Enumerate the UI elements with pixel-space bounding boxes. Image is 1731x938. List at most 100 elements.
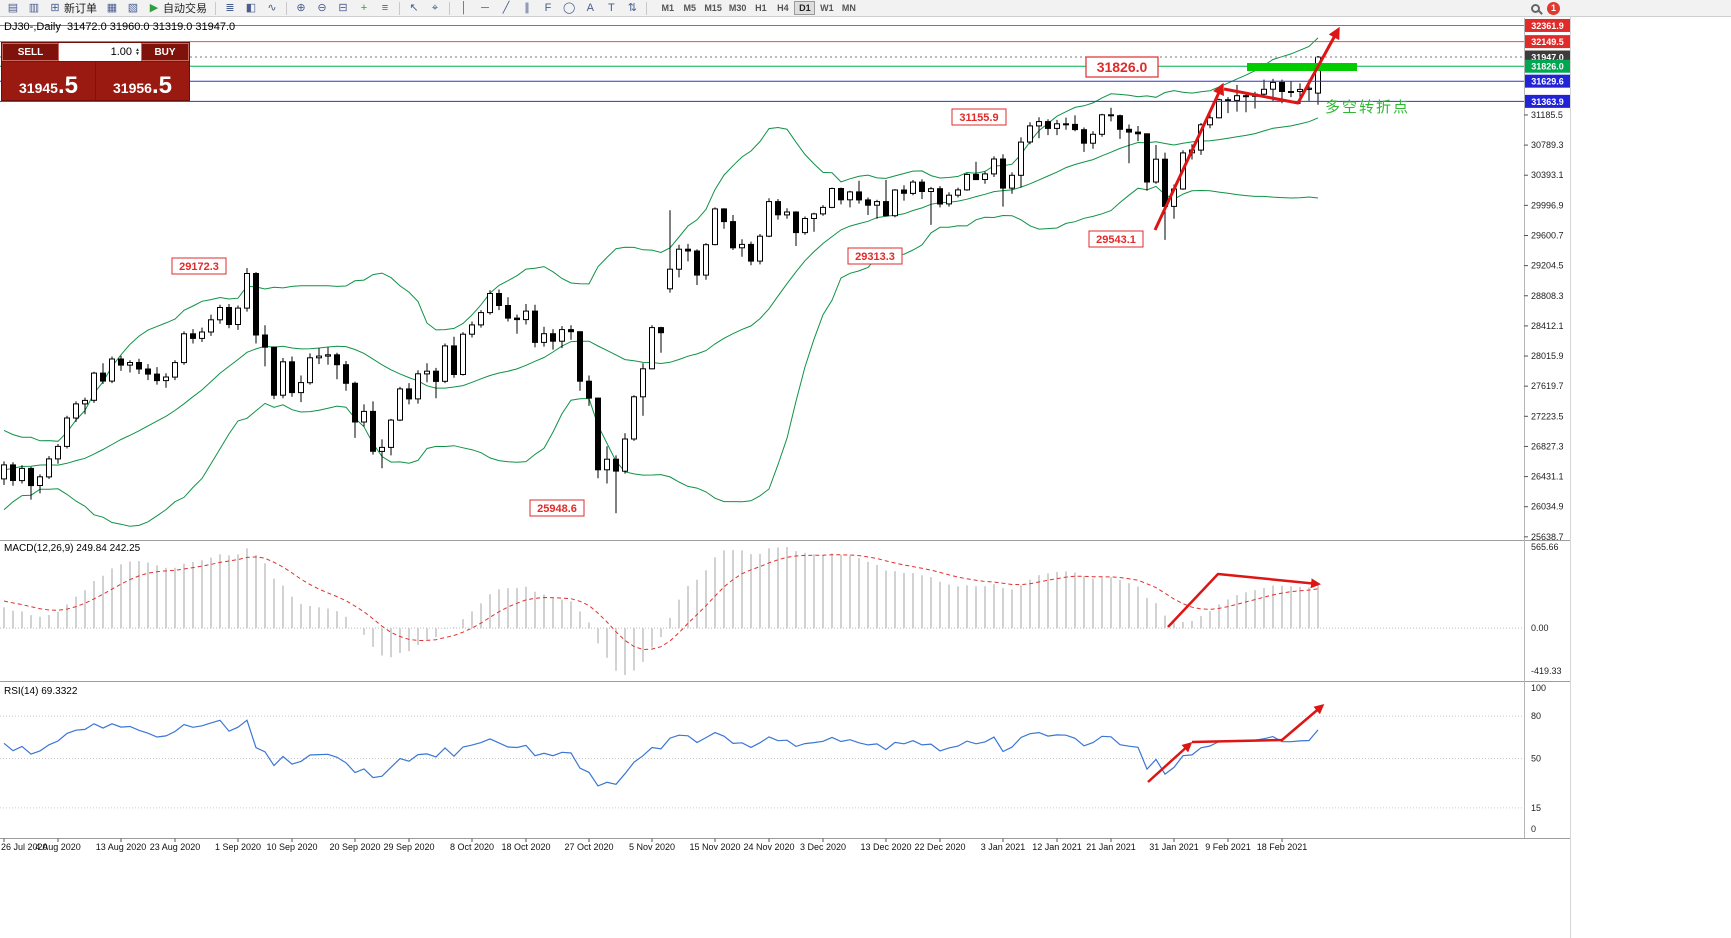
price-tag-box[interactable] [529,499,585,517]
new-order-button[interactable]: ⊞ 新订单 [45,1,101,16]
timeframe-m15-button[interactable]: M15 [704,3,722,13]
candlestick-chart-button[interactable]: ◧ [241,1,261,16]
macd-histogram-bar [723,550,725,629]
macd-histogram-bar [165,567,167,629]
candle-body [919,181,925,193]
price-tag-box[interactable] [847,247,903,265]
candle-body [325,354,331,357]
buy-button[interactable]: BUY [141,43,189,61]
level-label-box[interactable] [1085,56,1159,78]
candle-body [892,189,898,217]
data-window-button[interactable]: ▥ [24,1,44,16]
indicators-button[interactable]: + [354,1,374,16]
search-icon[interactable] [1531,3,1540,13]
timeframe-d1-button[interactable]: D1 [794,1,816,15]
timeframe-w1-button[interactable]: W1 [820,3,834,13]
autotrading-button[interactable]: ▶ 自动交易 [144,1,211,16]
price-tag-text: 29543.1 [1096,234,1136,246]
y-axis-tick-label: 30789.3 [1531,140,1564,150]
channel-button[interactable]: ∥ [517,1,537,16]
chart-canvas[interactable]: 31185.5 30789.3 30393.1 29996.9 29600.7 29204… [0,17,1731,938]
volume-down-icon[interactable]: ▼ [135,51,140,57]
trendline-button[interactable]: ╱ [496,1,516,16]
trend-arrow[interactable] [1167,572,1321,628]
macd-histogram-bar [993,584,995,629]
trend-arrow[interactable] [1153,82,1224,231]
profiles-button[interactable]: ▧ [123,1,143,16]
price-tag-box[interactable] [171,257,227,275]
candle-body [1009,174,1015,189]
vertical-line-button[interactable]: │ [454,1,474,16]
macd-histogram-bar [984,586,986,629]
fibonacci-button[interactable]: F [538,1,558,16]
rsi-axis-label: 80 [1531,711,1541,721]
macd-histogram-bar [336,611,338,629]
price-axis-box [1525,59,1570,73]
shapes-button[interactable]: ◯ [559,1,579,16]
timeframe-m30-button[interactable]: M30 [728,3,747,13]
price-tag-text: 31155.9 [959,112,998,124]
shapes-icon: ◯ [563,1,576,14]
crosshair-button[interactable]: ⌖ [425,1,445,16]
macd-histogram-bar [1047,573,1049,629]
candle-body [298,382,304,394]
macd-histogram-bar [507,588,509,629]
candle-body [1,464,7,480]
bar-chart-button[interactable]: ≣ [220,1,240,16]
macd-histogram-bar [489,594,491,629]
timeframe-m1-button[interactable]: M1 [661,3,675,13]
macd-histogram-bar [291,596,293,629]
candle-body [361,410,367,423]
templates-button[interactable]: ≡ [375,1,395,16]
timeframe-h1-button[interactable]: H1 [755,3,767,13]
label-button[interactable]: T [601,1,621,16]
candle-body [118,358,124,366]
candle-body [1072,123,1078,131]
macd-histogram-bar [138,561,140,629]
candle-body [1144,133,1150,183]
macd-histogram-bar [813,554,815,629]
timeframe-mn-button[interactable]: MN [841,3,856,13]
line-chart-button[interactable]: ∿ [262,1,282,16]
market-watch-button[interactable]: ▤ [3,1,23,16]
arrows-button[interactable]: ⇅ [622,1,642,16]
chart-window-button[interactable]: ▦ [102,1,122,16]
volume-up-icon[interactable]: ▲ [135,47,140,53]
candle-body [1207,117,1213,126]
green-highlight-bar[interactable] [1247,63,1357,71]
trend-arrow[interactable] [1223,26,1340,105]
buy-price[interactable]: 31956 .5 [96,62,189,100]
candle-body [208,319,214,333]
candle-body [784,211,790,216]
macd-histogram-bar [696,579,698,629]
note-text[interactable]: 多空转折点 [1325,99,1410,116]
zoom-out-button[interactable]: ⊖ [312,1,332,16]
sell-button[interactable]: SELL [2,43,59,61]
cursor-button[interactable]: ↖ [404,1,424,16]
macd-layer [0,547,1524,675]
candle-body [181,333,187,364]
zoom-in-button[interactable]: ⊕ [291,1,311,16]
candle-body [595,397,601,471]
crosshair-icon: ⌖ [431,1,439,14]
volume-field[interactable]: 1.00 ▲ ▼ [59,43,141,61]
timeframe-h4-button[interactable]: H4 [777,3,789,13]
trend-arrow[interactable] [1147,741,1193,783]
notification-badge[interactable]: 1 [1547,1,1560,15]
timeframe-m5-button[interactable]: M5 [683,3,697,13]
text-button[interactable]: A [580,1,600,16]
horizontal-line-button[interactable]: ─ [475,1,495,16]
trend-arrow[interactable] [1191,704,1325,744]
toolbar-right-group: 1 [1531,1,1560,15]
macd-histogram-bar [615,628,617,671]
rsi-line [3,719,1319,787]
sell-price[interactable]: 31945 .5 [2,62,96,100]
bar-chart-icon: ≣ [225,1,235,14]
price-tag-box[interactable] [951,108,1007,126]
y-axis-tick-label: 29204.5 [1531,261,1564,271]
tile-windows-button[interactable]: ⊟ [333,1,353,16]
zoom-in-icon: ⊕ [296,1,306,14]
macd-histogram-bar [876,565,878,629]
price-tag-box[interactable] [1088,230,1144,248]
volume-spinner[interactable]: ▲ ▼ [135,47,140,57]
